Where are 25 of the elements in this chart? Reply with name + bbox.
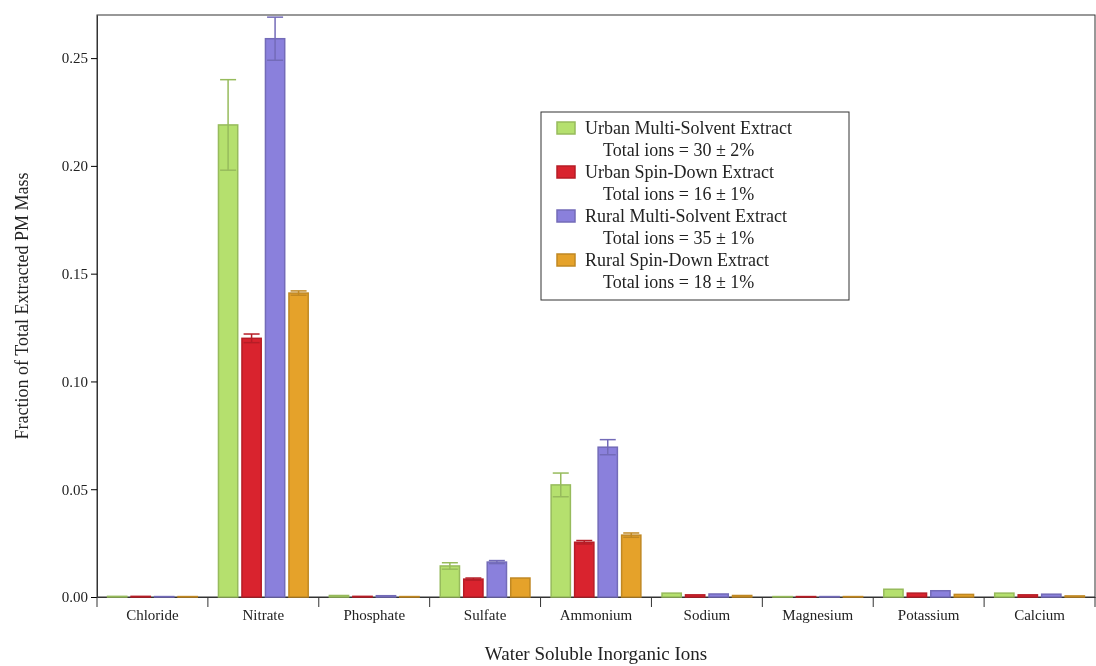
x-tick-label: Sulfate [463,606,507,623]
annotation: Total ions = 30 ± 2% [603,140,755,160]
y-tick-label: 0.05 [61,481,88,498]
legend-label: Rural Multi-Solvent Extract [585,206,787,226]
x-tick-label: Ammonium [559,606,633,623]
x-tick-label: Magnesium [782,606,854,623]
x-axis-title: Water Soluble Inorganic Ions [484,643,708,664]
y-tick-label: 0.25 [61,50,88,67]
y-tick-label: 0.00 [61,589,88,606]
annotation: Total ions = 18 ± 1% [603,272,755,292]
y-tick-label: 0.10 [61,373,88,390]
legend-label: Rural Spin-Down Extract [585,250,769,270]
annotation: Total ions = 16 ± 1% [603,184,755,204]
x-tick-label: Chloride [126,606,180,623]
x-tick-label: Potassium [897,606,960,623]
legend-label: Urban Multi-Solvent Extract [585,118,792,138]
y-tick-label: 0.15 [61,265,88,282]
y-tick-label: 0.20 [61,158,88,175]
annotation: Total ions = 35 ± 1% [603,228,755,248]
x-tick-label: Calcium [1014,606,1066,623]
y-axis-title: Fraction of Total Extracted PM Mass [12,172,32,440]
x-tick-label: Nitrate [242,606,285,623]
x-tick-label: Sodium [683,606,731,623]
x-tick-label: Phosphate [343,606,406,623]
legend-label: Urban Spin-Down Extract [585,162,774,182]
